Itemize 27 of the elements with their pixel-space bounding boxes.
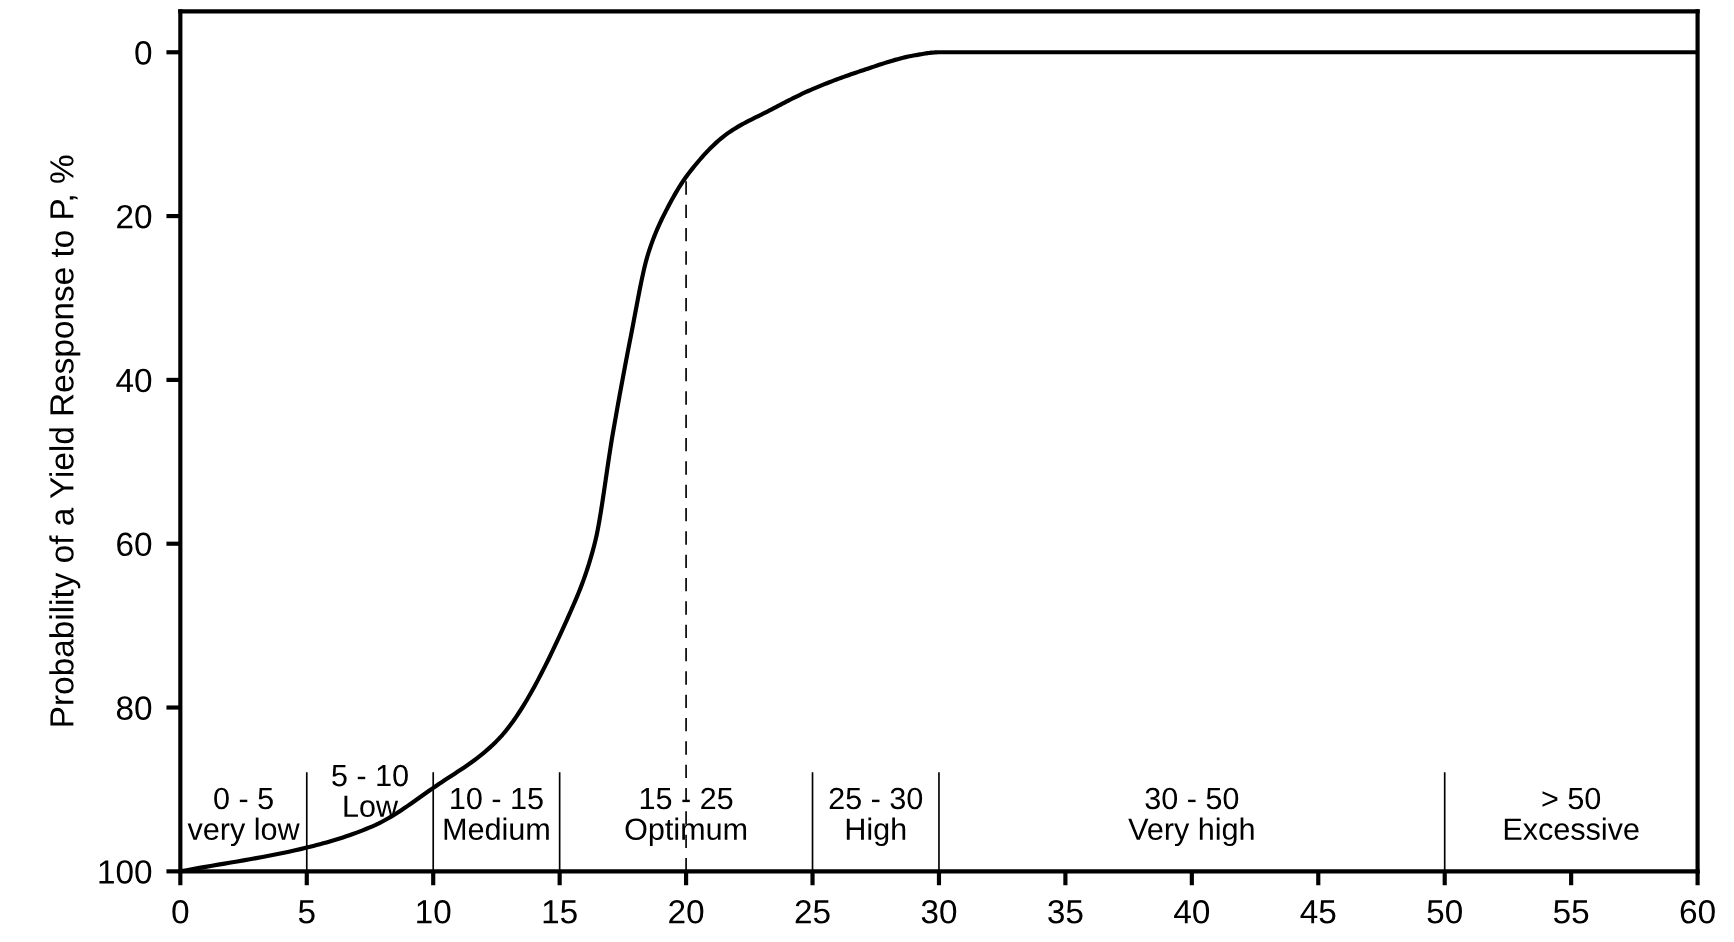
x-tick-label: 45 [1300, 900, 1336, 924]
x-tick-label: 5 [298, 900, 315, 924]
annotation: 30 - 50 Very high [1128, 787, 1254, 847]
x-tick-label: 55 [1553, 900, 1589, 924]
y-tick-label: 40 [116, 368, 152, 393]
annotation: > 50 Excessive [1504, 787, 1639, 841]
x-tick-label: 50 [1427, 900, 1462, 924]
annotation: 10 - 15 Medium [444, 787, 549, 841]
x-tick-label: 10 [417, 900, 451, 924]
x-tick-label: 0 [172, 900, 189, 924]
y-tick-label: 20 [117, 204, 152, 229]
y-tick-label: 100 [99, 860, 152, 884]
x-tick-label: 20 [669, 900, 704, 924]
y-tick-label: 60 [117, 532, 152, 557]
x-tick-label: 30 [921, 900, 957, 924]
x-tick-label: 35 [1048, 900, 1083, 924]
x-tick-label: 25 [795, 900, 830, 924]
x-tick-label: 60 [1680, 900, 1715, 924]
x-tick-label: 15 [543, 900, 577, 924]
y-tick-label: 80 [116, 696, 152, 720]
y-tick-label: 0 [135, 41, 152, 65]
x-tick-label: 40 [1174, 900, 1210, 924]
annotation: 25 - 30 High [829, 787, 923, 847]
annotation: 0 - 5 very low [187, 787, 300, 847]
annotation: 15 - 25 Optimum [625, 787, 747, 847]
y-axis-title: Probability of a Yield Response to P, % [49, 155, 81, 726]
annotation: 5 - 10 Low [332, 764, 408, 818]
